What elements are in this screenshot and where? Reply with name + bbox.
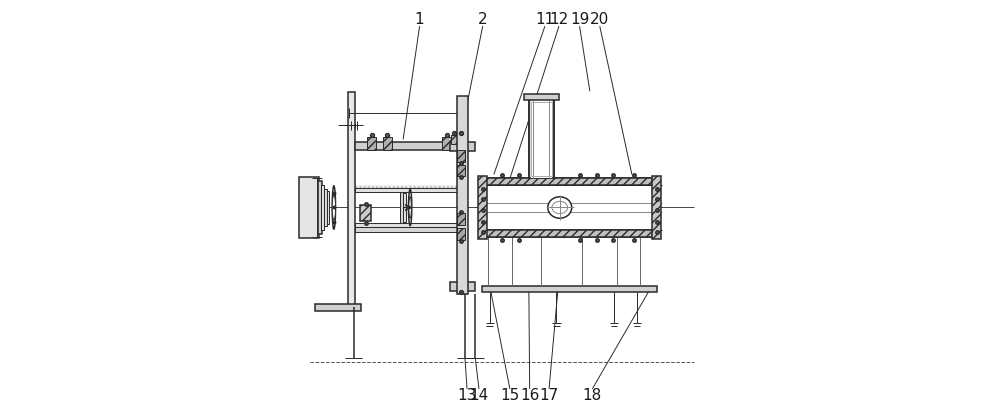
- Bar: [383, 137, 392, 150]
- Bar: [318, 181, 322, 234]
- Bar: [524, 94, 559, 100]
- Bar: [442, 137, 451, 150]
- Text: 2: 2: [478, 12, 487, 27]
- Bar: [457, 228, 465, 240]
- Bar: [531, 103, 552, 176]
- Bar: [486, 230, 653, 237]
- Bar: [451, 135, 457, 144]
- Bar: [355, 227, 465, 232]
- Bar: [457, 96, 468, 294]
- Bar: [482, 286, 657, 292]
- Text: 17: 17: [539, 388, 559, 403]
- Bar: [355, 229, 465, 232]
- Bar: [478, 176, 487, 239]
- Text: 16: 16: [520, 388, 539, 403]
- Bar: [348, 92, 355, 306]
- Bar: [355, 142, 465, 150]
- Bar: [324, 189, 327, 226]
- Text: 19: 19: [570, 12, 589, 27]
- Ellipse shape: [409, 197, 411, 218]
- Text: 14: 14: [469, 388, 489, 403]
- Bar: [652, 176, 661, 239]
- Bar: [321, 185, 324, 230]
- Bar: [360, 205, 371, 221]
- Bar: [486, 178, 653, 185]
- Bar: [327, 191, 329, 224]
- Ellipse shape: [548, 197, 572, 218]
- Bar: [458, 135, 465, 144]
- Bar: [355, 144, 465, 148]
- Bar: [450, 142, 475, 151]
- Text: 18: 18: [583, 388, 602, 403]
- Text: 12: 12: [549, 12, 569, 27]
- Text: 20: 20: [590, 12, 609, 27]
- Text: 15: 15: [500, 388, 520, 403]
- Bar: [400, 192, 404, 223]
- Text: 13: 13: [457, 388, 477, 403]
- Bar: [486, 185, 653, 230]
- Text: 11: 11: [535, 12, 555, 27]
- Bar: [403, 193, 406, 222]
- Bar: [355, 188, 465, 192]
- Bar: [457, 213, 465, 225]
- Ellipse shape: [332, 195, 336, 220]
- Bar: [450, 282, 475, 291]
- Bar: [531, 100, 552, 178]
- Bar: [355, 223, 465, 227]
- Bar: [367, 137, 376, 150]
- Bar: [529, 100, 554, 178]
- Text: 1: 1: [415, 12, 424, 27]
- Bar: [355, 186, 465, 188]
- Bar: [299, 177, 319, 238]
- Bar: [314, 304, 361, 310]
- Bar: [457, 150, 465, 162]
- Bar: [457, 165, 465, 176]
